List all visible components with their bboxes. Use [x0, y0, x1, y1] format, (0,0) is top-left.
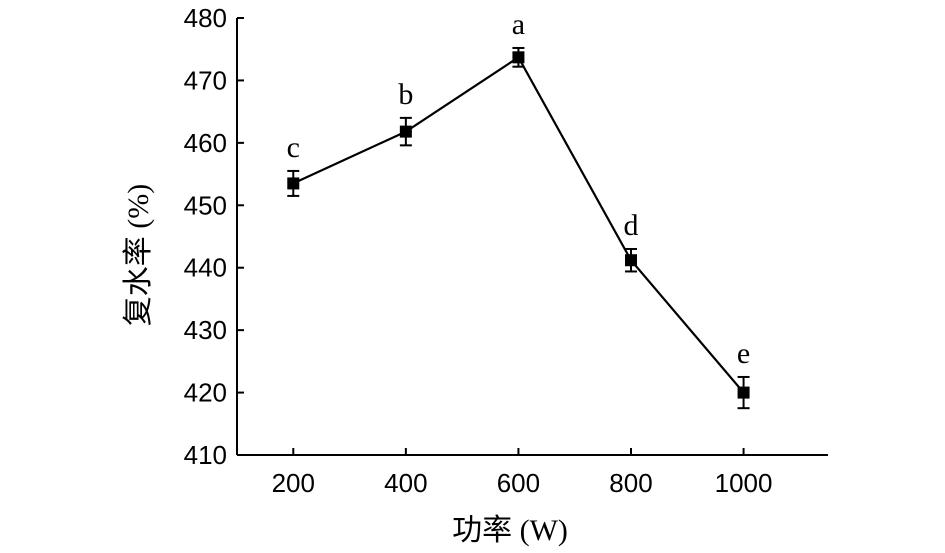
significance-label: c: [287, 131, 300, 164]
x-axis-title: 功率 (W): [452, 514, 568, 547]
y-tick-label: 480: [184, 3, 227, 33]
y-ticks: 410 420 430 440 450 460 470 480: [184, 3, 244, 470]
y-axis-title: 复水率 (%): [122, 184, 155, 326]
significance-labels: c b a d e: [287, 8, 751, 370]
y-tick-label: 420: [184, 378, 227, 408]
significance-label: b: [398, 78, 413, 111]
significance-label: e: [737, 337, 750, 370]
x-tick-label: 800: [609, 468, 652, 498]
x-tick-label: 1000: [715, 468, 773, 498]
series-line: [292, 55, 745, 394]
x-tick-label: 400: [384, 468, 427, 498]
significance-label: d: [624, 209, 639, 242]
x-ticks: 200 400 600 800 1000: [272, 448, 773, 498]
data-point: [287, 177, 300, 190]
y-tick-label: 450: [184, 190, 227, 220]
y-tick-label: 460: [184, 128, 227, 158]
data-point: [737, 386, 750, 399]
error-bars: [287, 46, 750, 410]
y-tick-label: 440: [184, 253, 227, 283]
data-point: [625, 254, 637, 267]
y-tick-label: 470: [184, 65, 227, 95]
data-markers: [287, 51, 750, 399]
x-tick-label: 600: [497, 468, 540, 498]
x-tick-label: 200: [272, 468, 315, 498]
data-point: [399, 125, 412, 138]
y-tick-label: 410: [184, 440, 227, 470]
y-tick-label: 430: [184, 315, 227, 345]
significance-label: a: [512, 8, 525, 41]
series-line-group: [292, 55, 745, 394]
data-point: [512, 51, 525, 64]
